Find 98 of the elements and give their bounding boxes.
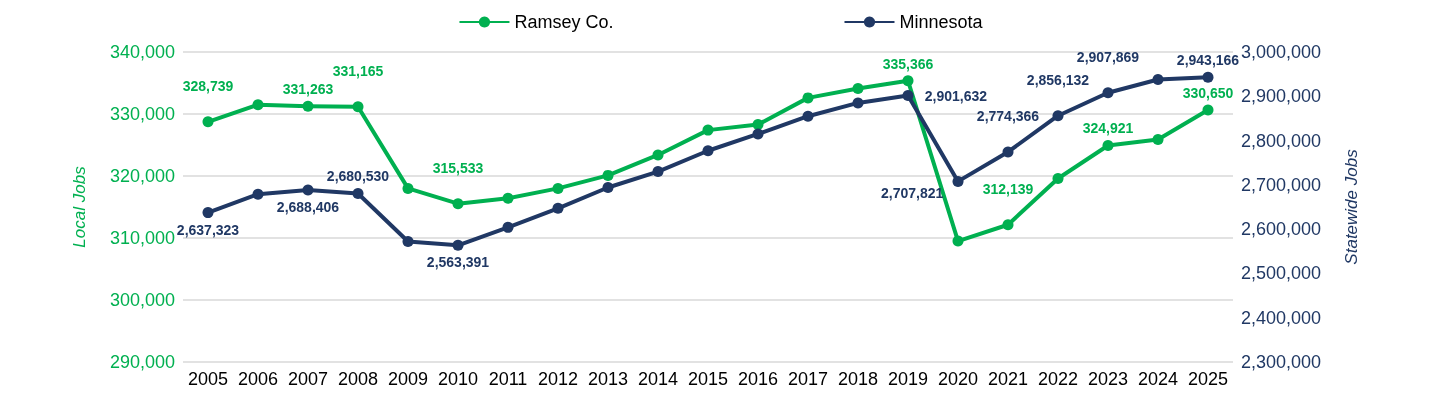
x-tick-label: 2015 xyxy=(687,369,729,389)
y2-tick-label: 2,500,000 xyxy=(1241,263,1322,284)
point xyxy=(352,101,364,113)
data-label: 331,263 xyxy=(282,81,334,98)
data-label: 2,856,132 xyxy=(1026,71,1090,88)
y2-tick-label: 2,600,000 xyxy=(1241,219,1322,240)
y2-tick-label: 2,900,000 xyxy=(1241,86,1322,107)
x-tick-label: 2009 xyxy=(387,369,429,389)
point xyxy=(1202,104,1214,116)
x-tick-label: 2022 xyxy=(1037,369,1079,389)
y-tick-label: 320,000 xyxy=(109,166,175,186)
x-tick-label: 2005 xyxy=(187,369,229,389)
x-tick-label: 2021 xyxy=(987,369,1029,389)
point xyxy=(852,97,864,109)
x-tick-label: 2008 xyxy=(337,369,379,389)
y2-tick-label: 3,000,000 xyxy=(1241,42,1322,62)
y2-tick-label: 2,700,000 xyxy=(1241,174,1322,195)
legend-label: Minnesota xyxy=(899,12,984,32)
y2-axis-title: Statewide Jobs xyxy=(1342,148,1361,265)
point xyxy=(1152,133,1164,145)
point xyxy=(452,198,464,210)
data-label: 331,165 xyxy=(332,62,384,79)
point xyxy=(652,149,664,161)
x-tick-label: 2019 xyxy=(887,369,929,389)
point xyxy=(952,175,964,187)
y-tick-label: 300,000 xyxy=(109,290,175,310)
y-tick-label: 330,000 xyxy=(109,104,175,124)
data-label: 312,139 xyxy=(982,180,1034,197)
point xyxy=(1102,87,1114,99)
x-tick-label: 2012 xyxy=(537,369,579,389)
x-tick-label: 2025 xyxy=(1187,369,1229,389)
point xyxy=(802,92,814,104)
point xyxy=(1202,71,1214,83)
point xyxy=(1102,139,1114,151)
point xyxy=(402,236,414,248)
point xyxy=(602,169,614,181)
x-tick-label: 2007 xyxy=(287,369,329,389)
x-tick-label: 2016 xyxy=(737,369,779,389)
point xyxy=(852,83,864,95)
x-tick-label: 2020 xyxy=(937,369,979,389)
point xyxy=(1002,146,1014,158)
point xyxy=(302,184,314,196)
y-axis-title: Local Jobs xyxy=(70,165,89,248)
y-tick-label: 290,000 xyxy=(109,352,175,372)
point xyxy=(952,235,964,247)
point xyxy=(602,182,614,194)
point xyxy=(1052,110,1064,122)
x-tick-label: 2011 xyxy=(488,369,528,389)
x-tick-label: 2014 xyxy=(637,369,679,389)
data-label: 2,680,530 xyxy=(326,168,390,185)
y2-tick-label: 2,300,000 xyxy=(1241,352,1322,372)
data-label: 2,907,869 xyxy=(1076,48,1140,65)
point xyxy=(902,75,914,87)
y2-tick-label: 2,400,000 xyxy=(1241,307,1322,328)
point xyxy=(402,182,414,194)
point xyxy=(202,207,214,219)
point xyxy=(752,128,764,140)
data-label: 324,921 xyxy=(1082,120,1134,137)
data-label: 330,650 xyxy=(1182,84,1234,101)
x-tick-label: 2018 xyxy=(837,369,879,389)
point xyxy=(652,166,664,178)
data-label: 328,739 xyxy=(182,77,234,94)
data-label: 2,637,323 xyxy=(176,221,240,238)
point xyxy=(702,124,714,136)
x-tick-label: 2006 xyxy=(237,369,279,389)
x-tick-label: 2017 xyxy=(787,369,829,389)
data-label: 335,366 xyxy=(882,55,934,72)
x-tick-label: 2013 xyxy=(587,369,629,389)
x-tick-label: 2023 xyxy=(1087,369,1129,389)
point xyxy=(452,239,464,251)
point xyxy=(552,202,564,214)
y-tick-label: 310,000 xyxy=(109,228,175,248)
data-label: 2,943,166 xyxy=(1176,52,1240,69)
point xyxy=(902,90,914,102)
point xyxy=(252,99,264,111)
point xyxy=(802,110,814,122)
data-label: 2,774,366 xyxy=(976,107,1040,124)
point xyxy=(352,187,364,199)
point xyxy=(1002,219,1014,231)
data-label: 2,901,632 xyxy=(924,87,988,104)
point xyxy=(1152,73,1164,85)
point xyxy=(752,119,764,131)
y2-tick-label: 2,800,000 xyxy=(1241,130,1322,151)
x-tick-label: 2010 xyxy=(437,369,479,389)
point xyxy=(502,192,514,204)
data-label: 2,563,391 xyxy=(426,254,490,271)
point xyxy=(502,221,514,233)
point xyxy=(302,100,314,112)
point xyxy=(252,188,264,200)
point xyxy=(202,116,214,128)
point xyxy=(702,145,714,157)
y-tick-label: 340,000 xyxy=(109,42,175,62)
legend-label: Ramsey Co. xyxy=(514,12,614,32)
data-label: 2,688,406 xyxy=(276,198,340,215)
point xyxy=(1052,172,1064,184)
data-label: 315,533 xyxy=(432,159,484,176)
point xyxy=(552,182,564,194)
x-tick-label: 2024 xyxy=(1137,369,1179,389)
